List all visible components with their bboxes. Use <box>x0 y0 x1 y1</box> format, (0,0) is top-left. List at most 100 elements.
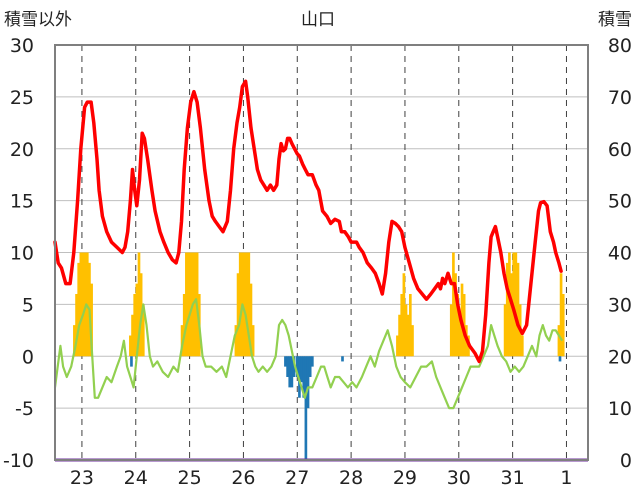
right-axis-ticks: 80 70 60 50 40 30 20 10 0 <box>608 35 632 472</box>
left-axis-label: 積雪以外 <box>4 10 72 30</box>
precipitation-bar <box>290 356 294 388</box>
sunshine-bar <box>243 252 246 357</box>
sunshine-bar <box>131 314 134 357</box>
x-axis-ticks: 23 24 25 26 27 28 29 30 31 1 <box>70 467 573 489</box>
sunshine-bar <box>454 273 457 357</box>
sunshine-bar <box>236 273 240 357</box>
x-tick-label: 23 <box>70 467 94 489</box>
sunshine-bar <box>189 252 192 357</box>
x-tick-label: 28 <box>339 467 363 489</box>
sunshine-bar <box>514 252 518 357</box>
right-tick-label: 10 <box>608 398 632 420</box>
sunshine-bar <box>508 252 511 357</box>
sunshine-bar <box>458 314 462 357</box>
x-tick-label: 27 <box>285 467 309 489</box>
left-tick-label: -5 <box>15 398 34 420</box>
left-tick-label: -10 <box>3 450 34 472</box>
sunshine-bar <box>129 335 132 357</box>
sunshine-bar <box>557 325 561 357</box>
sunshine-bar <box>245 252 248 357</box>
right-tick-label: 50 <box>608 191 632 213</box>
precipitation-bar <box>302 356 306 398</box>
sunshine-bar <box>520 335 524 357</box>
dewpoint-line <box>53 298 564 410</box>
right-tick-label: 80 <box>608 35 632 57</box>
left-tick-label: 10 <box>10 243 34 265</box>
precipitation-bar <box>306 356 310 409</box>
right-tick-label: 40 <box>608 243 632 265</box>
chart-title: 山口 <box>301 10 335 30</box>
sunshine-bar <box>238 252 242 357</box>
sunshine-bar <box>456 294 460 357</box>
x-tick-label: 31 <box>501 467 525 489</box>
sunshine-bar <box>462 294 466 357</box>
sunshine-bar <box>187 252 190 357</box>
x-tick-label: 29 <box>393 467 417 489</box>
precipitation-bar <box>288 356 292 388</box>
precipitation-bar <box>300 356 303 383</box>
left-tick-label: 30 <box>10 35 34 57</box>
x-tick-label: 25 <box>178 467 202 489</box>
sunshine-bar <box>559 273 563 357</box>
left-axis-ticks: 30 25 20 15 10 5 0 -5 -10 <box>3 35 34 472</box>
sunshine-bar <box>135 283 139 357</box>
temperature-line <box>53 79 563 364</box>
sunshine-bar <box>247 252 251 357</box>
precipitation-bar <box>311 356 314 367</box>
x-tick-label: 26 <box>231 467 255 489</box>
sunshine-bar <box>193 252 197 357</box>
precipitation-bar <box>304 356 308 460</box>
left-tick-label: 25 <box>10 87 34 109</box>
sunshine-bar <box>75 294 78 357</box>
sunshine-bar <box>137 252 141 357</box>
sunshine-bar <box>561 294 565 357</box>
left-tick-label: 5 <box>22 294 34 316</box>
sunshine-bar <box>411 325 414 357</box>
sunshine-bar <box>234 325 238 357</box>
sunshine-bar <box>503 304 507 357</box>
sunshine-bar <box>73 325 76 357</box>
sunshine-bar <box>505 262 509 357</box>
right-tick-label: 20 <box>608 346 632 368</box>
precipitation-bar <box>308 356 312 377</box>
sunshine-bar <box>400 294 404 357</box>
left-tick-label: 15 <box>10 191 34 213</box>
sunshine-bar <box>516 262 520 357</box>
sunshine-bar <box>398 314 401 357</box>
precipitation-bar <box>130 356 133 367</box>
precipitation-bar <box>558 356 562 362</box>
right-axis-label: 積雪 <box>598 10 632 30</box>
sunshine-bar <box>452 252 455 357</box>
grid <box>55 44 588 461</box>
right-tick-label: 30 <box>608 294 632 316</box>
sunshine-bar <box>449 304 453 357</box>
sunshine-bar <box>402 273 406 357</box>
sunshine-bar <box>406 314 410 357</box>
left-tick-label: 0 <box>22 346 34 368</box>
right-tick-label: 70 <box>608 87 632 109</box>
sunshine-bar <box>510 273 513 357</box>
right-tick-label: 60 <box>608 139 632 161</box>
x-tick-label: 30 <box>447 467 471 489</box>
sunshine-bar <box>249 283 253 357</box>
sunshine-bar <box>77 262 81 357</box>
sunshine-bar <box>79 252 83 357</box>
sunshine-bar <box>404 304 408 357</box>
sunshine-bar <box>141 304 145 357</box>
precipitation-bar <box>284 356 287 367</box>
sunshine-bar <box>409 294 412 357</box>
precipitation-bar <box>341 356 344 362</box>
x-tick-label: 1 <box>560 467 572 489</box>
sunshine-bar <box>133 294 137 357</box>
right-tick-label: 0 <box>620 450 632 472</box>
left-tick-label: 20 <box>10 139 34 161</box>
sunshine-bar <box>396 335 399 357</box>
plot-frame <box>54 44 589 461</box>
precipitation-bar <box>286 356 289 377</box>
sunshine-bar <box>185 252 188 357</box>
sunshine-bar <box>251 325 255 357</box>
x-tick-label: 24 <box>124 467 148 489</box>
sunshine-bar <box>90 283 93 357</box>
sunshine-bar <box>81 252 85 357</box>
